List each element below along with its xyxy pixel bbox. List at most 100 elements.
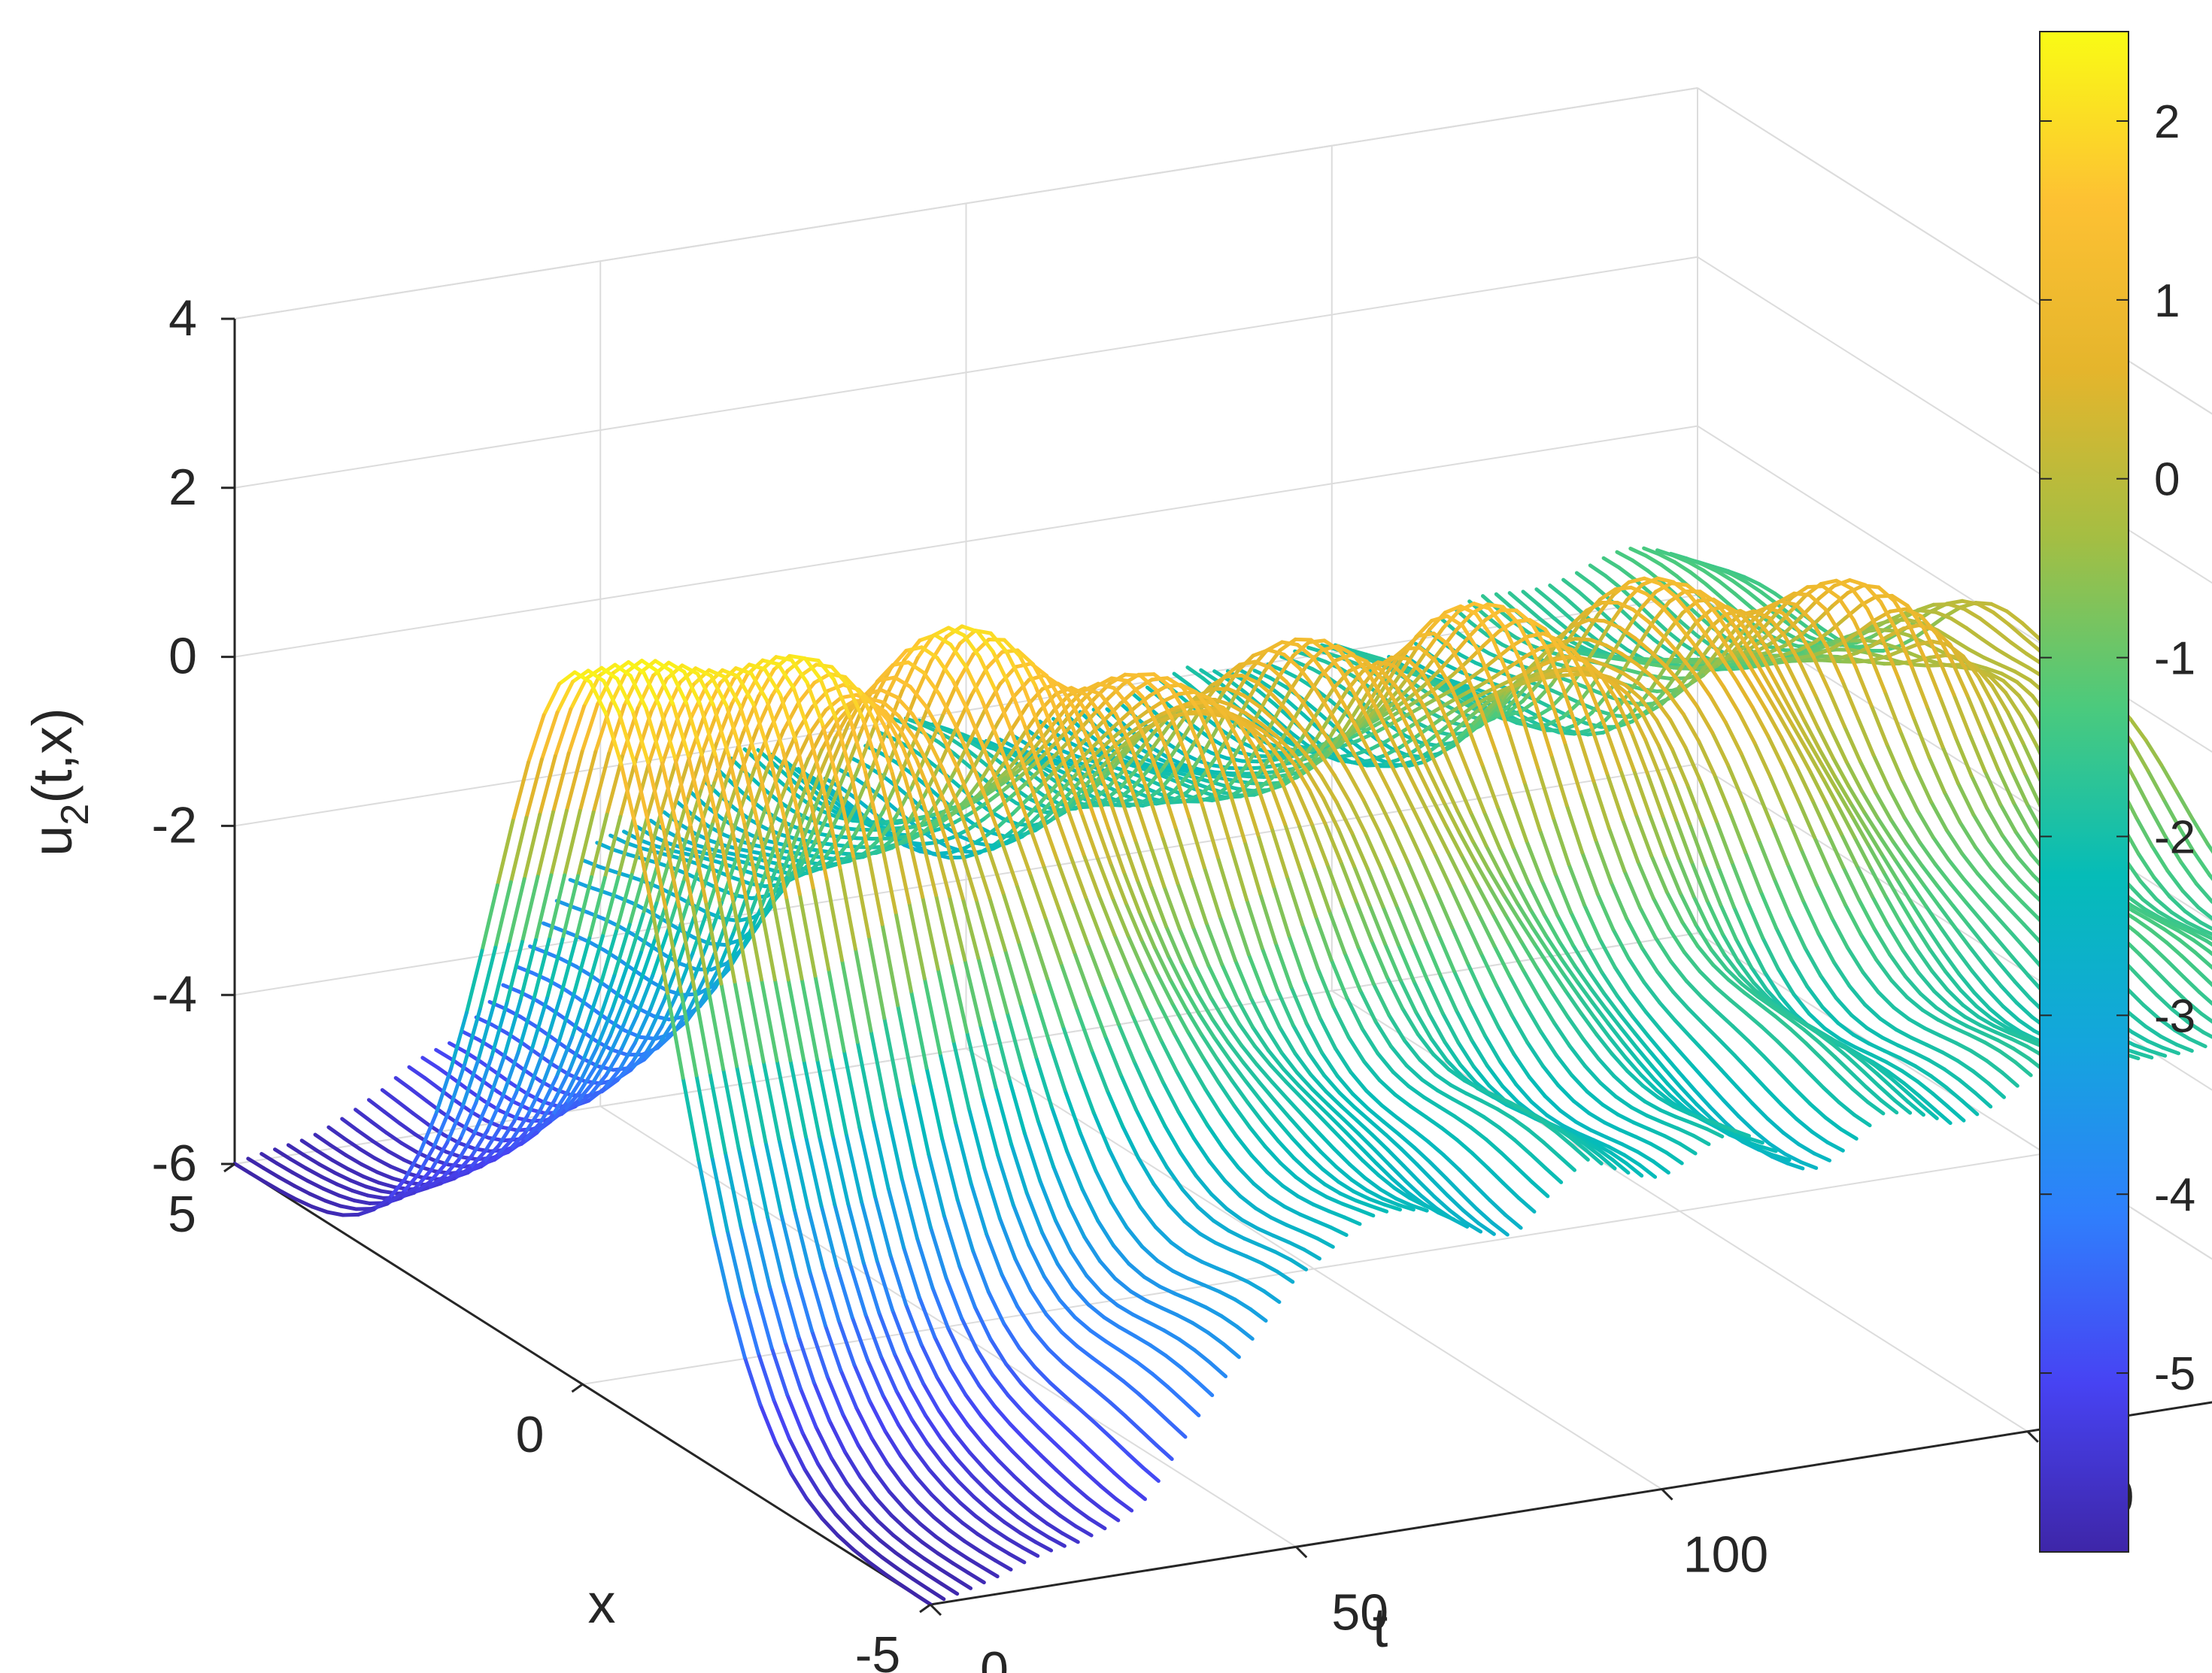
surface-mesh-segment: [1204, 921, 1224, 966]
surface-mesh-segment: [1694, 923, 1713, 952]
surface-mesh-segment: [1268, 676, 1288, 689]
surface-mesh-segment: [793, 738, 813, 805]
surface-mesh-segment: [1294, 786, 1314, 826]
surface-mesh-segment: [946, 626, 966, 638]
surface-mesh-segment: [427, 1162, 448, 1184]
surface-mesh-segment: [424, 1099, 445, 1115]
surface-mesh-segment: [1643, 553, 1664, 567]
surface-mesh-segment: [2155, 993, 2174, 1012]
surface-mesh-segment: [1573, 1120, 1594, 1132]
surface-mesh-segment: [1356, 945, 1376, 986]
surface-mesh-segment: [1085, 1496, 1105, 1512]
surface-mesh-segment: [763, 1140, 783, 1216]
surface-mesh-segment: [2159, 1035, 2179, 1047]
surface-mesh-segment: [1138, 674, 1158, 692]
surface-mesh-segment: [1138, 1205, 1158, 1229]
surface-mesh-segment: [1221, 705, 1241, 724]
surface-mesh-segment: [429, 1141, 449, 1171]
surface-mesh-segment: [1315, 1111, 1334, 1132]
surface-mesh-segment: [1561, 685, 1580, 735]
surface-mesh-segment: [1013, 1256, 1033, 1293]
surface-mesh-segment: [1800, 693, 1820, 729]
surface-mesh-segment: [1046, 690, 1067, 732]
surface-mesh-segment: [849, 1529, 869, 1547]
surface-mesh-segment: [2010, 768, 2029, 806]
surface-mesh-segment: [2161, 797, 2181, 829]
surface-mesh-segment: [2147, 917, 2167, 932]
surface-mesh-segment: [1113, 711, 1133, 749]
surface-mesh-segment: [1506, 940, 1525, 973]
surface-mesh-segment: [1215, 1056, 1234, 1083]
surface-mesh-segment: [1686, 783, 1705, 828]
surface-mesh-segment: [1427, 1012, 1447, 1044]
surface-mesh-segment: [1257, 1080, 1276, 1102]
surface-mesh-segment: [721, 668, 740, 678]
surface-mesh-segment: [1930, 969, 1950, 993]
surface-mesh-segment: [1369, 739, 1388, 751]
surface-mesh-segment: [1606, 664, 1626, 676]
surface-mesh-segment: [1325, 862, 1345, 908]
surface-mesh-segment: [1940, 1050, 1960, 1063]
surface-mesh-segment: [1731, 905, 1752, 945]
surface-mesh-segment: [1953, 1041, 1974, 1053]
surface-mesh-segment: [1977, 896, 1998, 917]
surface-mesh-segment: [1270, 758, 1290, 780]
surface-mesh-segment: [1485, 1063, 1505, 1089]
surface-mesh-segment: [1704, 582, 1723, 599]
surface-mesh-segment: [803, 1467, 822, 1496]
surface-mesh-segment: [904, 645, 924, 653]
surface-mesh-segment: [1942, 1067, 1962, 1083]
surface-mesh-segment: [843, 675, 863, 696]
surface-mesh-segment: [1271, 884, 1291, 938]
surface-mesh-segment: [1240, 783, 1261, 837]
surface-mesh-segment: [960, 1316, 979, 1352]
surface-mesh-segment: [1419, 685, 1440, 700]
surface-mesh-segment: [1318, 1016, 1337, 1050]
surface-mesh-segment: [755, 820, 775, 901]
surface-mesh-segment: [1653, 935, 1673, 964]
surface-mesh-segment: [1655, 576, 1676, 584]
surface-mesh-segment: [921, 671, 942, 696]
surface-mesh-segment: [1604, 1006, 1624, 1031]
surface-mesh-segment: [1147, 1093, 1167, 1129]
surface-mesh-segment: [1122, 1179, 1142, 1209]
surface-mesh-segment: [1027, 1489, 1047, 1506]
surface-mesh-segment: [1794, 602, 1814, 623]
surface-mesh-segment: [1715, 1010, 1735, 1029]
surface-mesh-segment: [2161, 1046, 2180, 1056]
surface-mesh-segment: [1389, 655, 1409, 661]
surface-mesh-segment: [1955, 948, 1974, 974]
surface-mesh-segment: [1631, 608, 1651, 624]
surface-mesh-segment: [648, 828, 668, 910]
surface-mesh-segment: [1703, 863, 1723, 907]
surface-mesh-segment: [1887, 952, 1907, 978]
surface-mesh-segment: [2134, 1050, 2154, 1059]
surface-mesh-segment: [878, 835, 898, 914]
surface-mesh-segment: [1679, 682, 1699, 708]
surface-mesh-segment: [1980, 1031, 2000, 1042]
surface-mesh-segment: [951, 1039, 971, 1111]
surface-mesh-segment: [1183, 1006, 1203, 1036]
surface-mesh-segment: [1359, 765, 1379, 799]
surface-mesh-segment: [1415, 788, 1435, 823]
surface-mesh-segment: [2010, 656, 2031, 670]
surface-mesh-segment: [277, 1175, 297, 1188]
surface-mesh-segment: [472, 1097, 492, 1137]
surface-mesh-segment: [1108, 860, 1128, 905]
surface-mesh-segment: [1708, 694, 1728, 725]
surface-mesh-segment: [1297, 1212, 1318, 1223]
surface-mesh-segment: [1991, 890, 2010, 911]
surface-mesh-segment: [1644, 592, 1664, 609]
surface-mesh-segment: [988, 1337, 1009, 1366]
surface-mesh-segment: [1892, 1005, 1911, 1022]
surface-mesh-segment: [1035, 809, 1055, 828]
surface-mesh-segment: [1767, 774, 1788, 814]
surface-mesh-segment: [805, 680, 825, 726]
surface-mesh-segment: [1118, 792, 1137, 842]
surface-mesh-segment: [550, 1090, 570, 1118]
surface-mesh-segment: [1048, 1381, 1068, 1399]
surface-mesh-segment: [1078, 1131, 1098, 1173]
surface-mesh-segment: [1329, 957, 1349, 1000]
surface-mesh-segment: [1155, 971, 1175, 1005]
surface-mesh-segment: [939, 731, 959, 768]
